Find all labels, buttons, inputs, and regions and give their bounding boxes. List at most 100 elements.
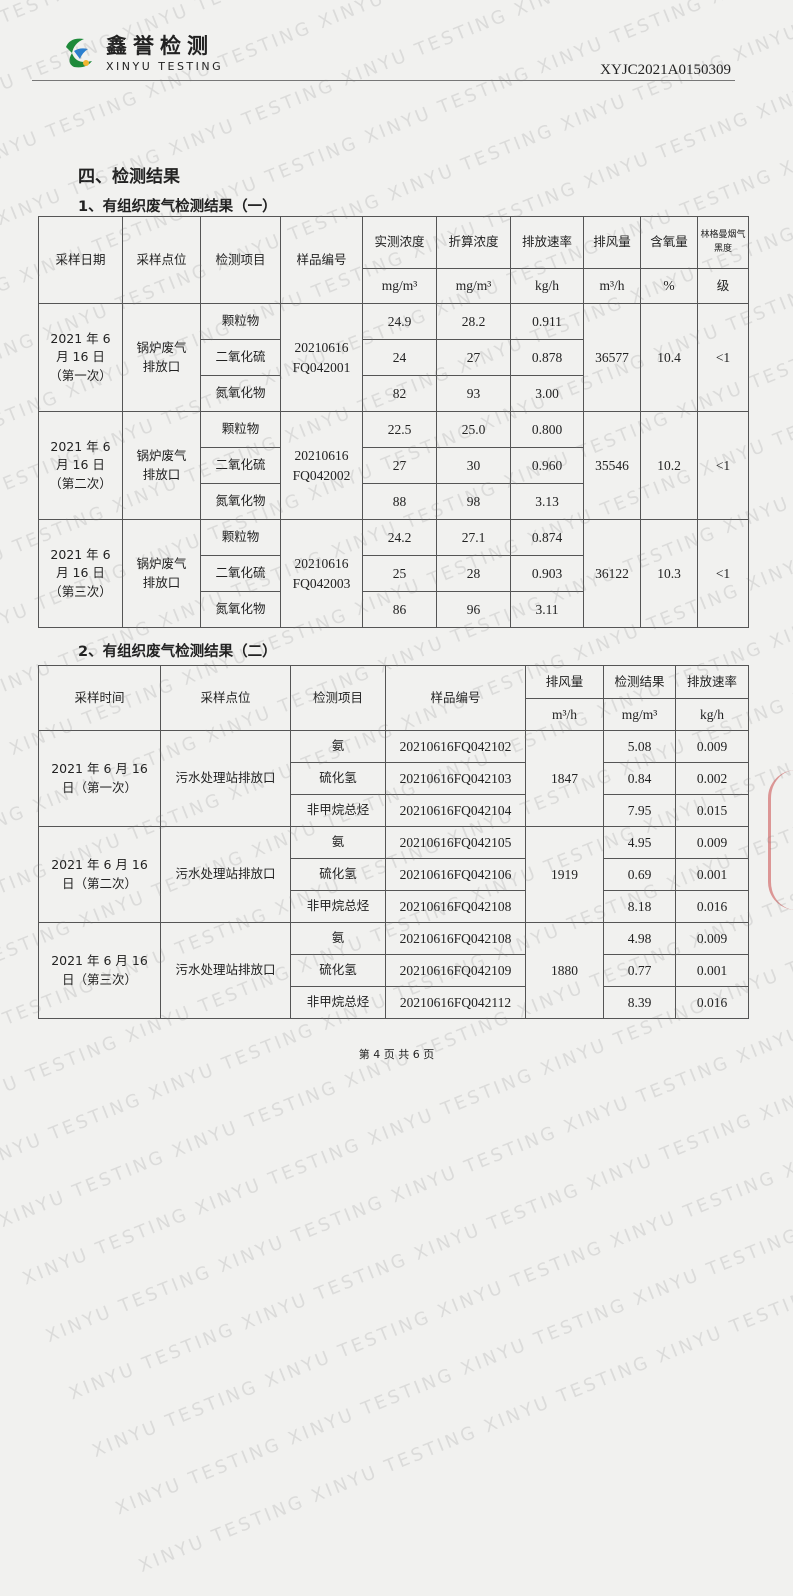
measured-concentration: 24: [362, 339, 437, 376]
sampling-time: 2021 年 6 月 16 日（第一次）: [38, 730, 161, 827]
emission-rate: 0.903: [510, 555, 584, 592]
sampling-point: 锅炉废气排放口: [122, 519, 201, 628]
test-item: 非甲烷总烃: [290, 794, 386, 827]
column-header: 采样日期: [38, 216, 123, 304]
exhaust-flow: 35546: [583, 411, 641, 520]
column-header: 检测结果: [603, 665, 676, 699]
table-row: 二氧化硫 24 27 0.878: [39, 339, 749, 376]
table-row: 氮氧化物 86 96 3.11: [39, 591, 749, 628]
measured-concentration: 24.2: [362, 519, 437, 556]
column-header: 检测项目: [200, 216, 281, 304]
exhaust-flow: 1880: [525, 922, 604, 1019]
converted-concentration: 98: [436, 483, 511, 520]
measured-concentration: 24.9: [362, 303, 437, 340]
measured-concentration: 25: [362, 555, 437, 592]
unit-label: mg/m³: [362, 268, 437, 304]
converted-concentration: 93: [436, 375, 511, 412]
ringelmann-blackness: <1: [697, 519, 749, 628]
test-item: 硫化氢: [290, 762, 386, 795]
unit-label: kg/h: [675, 698, 749, 731]
test-result: 0.84: [603, 762, 676, 795]
test-result: 8.18: [603, 890, 676, 923]
column-header: 检测项目: [290, 665, 386, 731]
unit-label: 级: [697, 268, 749, 304]
table-row: 非甲烷总烃 20210616FQ042104 7.95 0.015: [39, 794, 749, 827]
exhaust-flow: 36577: [583, 303, 641, 412]
test-result: 5.08: [603, 730, 676, 763]
column-header: 采样点位: [160, 665, 291, 731]
table2-title: 2、有组织废气检测结果（二）: [78, 644, 277, 660]
sample-number: 20210616 FQ042003: [280, 519, 363, 628]
sample-number: 20210616FQ042112: [385, 986, 526, 1019]
sample-number: 20210616FQ042104: [385, 794, 526, 827]
test-item: 二氧化硫: [200, 555, 281, 592]
column-header: 排放速率: [510, 216, 584, 269]
measured-concentration: 22.5: [362, 411, 437, 448]
column-header: 排风量: [583, 216, 641, 269]
test-item: 氨: [290, 730, 386, 763]
column-header: 样品编号: [280, 216, 363, 304]
table-row: 2021 年 6 月 16 日（第一次） 锅炉废气排放口 颗粒物 20210616 F…: [38, 303, 749, 412]
column-header: 含氧量: [640, 216, 698, 269]
test-item: 氨: [290, 826, 386, 859]
emission-rate: 0.960: [510, 447, 584, 484]
test-result: 4.98: [603, 922, 676, 955]
table-header-row: 采样日期 采样点位 检测项目 样品编号 实测浓度 折算浓度 排放速率 排风量 含氧量 林格曼烟气黑…: [38, 216, 749, 304]
test-item: 氮氧化物: [200, 483, 281, 520]
test-item: 氮氧化物: [200, 375, 281, 412]
test-item: 二氧化硫: [200, 447, 281, 484]
sampling-point: 污水处理站排放口: [160, 922, 291, 1019]
sampling-point: 污水处理站排放口: [160, 826, 291, 923]
table-row: 非甲烷总烃 20210616FQ042108 8.18 0.016: [39, 890, 749, 923]
emission-rate: 3.11: [510, 591, 584, 628]
converted-concentration: 28.2: [436, 303, 511, 340]
organized-exhaust-table-2: 采样时间 采样点位 检测项目 样品编号 排风量 检测结果 排放速率 m³/h mg/m³ kg/h…: [38, 665, 749, 1019]
table-header-row: 采样时间 采样点位 检测项目 样品编号 排风量 检测结果 排放速率: [38, 665, 749, 731]
emission-rate: 0.009: [675, 826, 749, 859]
document-number: XYJC2021A0150309: [600, 62, 731, 78]
oxygen-content: 10.4: [640, 303, 698, 412]
sampling-point: 污水处理站排放口: [160, 730, 291, 827]
sampling-time: 2021 年 6 月 16 日（第二次）: [38, 826, 161, 923]
sample-number: 20210616FQ042103: [385, 762, 526, 795]
test-item: 非甲烷总烃: [290, 986, 386, 1019]
exhaust-flow: 1919: [525, 826, 604, 923]
column-header: 排放速率: [675, 665, 749, 699]
column-header: 折算浓度: [436, 216, 511, 269]
table-row: 硫化氢 20210616FQ042106 0.69 0.001: [39, 858, 749, 891]
sample-number: 20210616FQ042102: [385, 730, 526, 763]
header-divider: [32, 80, 735, 81]
logo-chinese-name: 鑫誉检测: [106, 34, 214, 58]
sample-number: 20210616FQ042106: [385, 858, 526, 891]
converted-concentration: 30: [436, 447, 511, 484]
sampling-date: 2021 年 6 月 16 日（第二次）: [38, 411, 123, 520]
emission-rate: 0.009: [675, 730, 749, 763]
sample-number: 20210616 FQ042002: [280, 411, 363, 520]
measured-concentration: 82: [362, 375, 437, 412]
converted-concentration: 27: [436, 339, 511, 376]
emission-rate: 0.001: [675, 858, 749, 891]
test-item: 颗粒物: [200, 411, 281, 448]
emission-rate: 0.016: [675, 890, 749, 923]
test-item: 颗粒物: [200, 519, 281, 556]
table-row: 2021 年 6 月 16 日（第二次） 锅炉废气排放口 颗粒物 20210616 F…: [38, 411, 749, 520]
converted-concentration: 28: [436, 555, 511, 592]
table-row: 氮氧化物 82 93 3.00: [39, 375, 749, 412]
oxygen-content: 10.2: [640, 411, 698, 520]
emission-rate: 3.00: [510, 375, 584, 412]
test-result: 8.39: [603, 986, 676, 1019]
test-item: 氨: [290, 922, 386, 955]
table1-title: 1、有组织废气检测结果（一）: [78, 199, 277, 215]
emission-rate: 0.911: [510, 303, 584, 340]
section-title: 四、检测结果: [78, 167, 180, 187]
emission-rate: 0.800: [510, 411, 584, 448]
test-item: 颗粒物: [200, 303, 281, 340]
sampling-date: 2021 年 6 月 16 日（第一次）: [38, 303, 123, 412]
test-item: 非甲烷总烃: [290, 890, 386, 923]
unit-label: m³/h: [583, 268, 641, 304]
ringelmann-blackness: <1: [697, 303, 749, 412]
converted-concentration: 25.0: [436, 411, 511, 448]
unit-label: mg/m³: [603, 698, 676, 731]
emission-rate: 0.001: [675, 954, 749, 987]
emission-rate: 0.009: [675, 922, 749, 955]
